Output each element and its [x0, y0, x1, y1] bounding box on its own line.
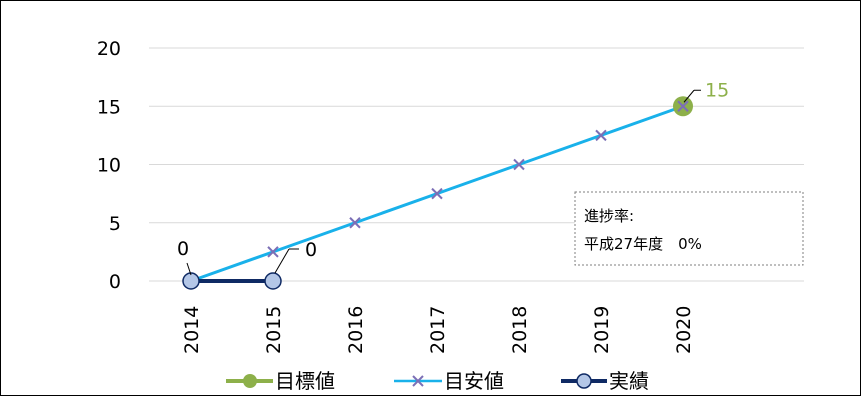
guide-point-2017-stroke-b	[431, 187, 443, 200]
guide-point-2016-stroke-b	[349, 217, 361, 229]
target-data-label: 15	[705, 79, 729, 101]
x-tick-label-2019: 2019	[591, 306, 613, 354]
guide-point-overlay-2020-stroke-b	[677, 100, 689, 112]
legend-marker-target	[243, 374, 257, 388]
guide-point-2017	[431, 187, 443, 200]
y-tick-label-15: 15	[97, 96, 121, 118]
x-tick-label-2014: 2014	[181, 306, 203, 354]
guide-point-2019	[595, 129, 607, 142]
progress-note-line1: 進捗率:	[584, 207, 634, 225]
x-tick-label-2017: 2017	[427, 306, 449, 354]
guide-point-overlay-2020	[677, 100, 689, 112]
actual-point-2015	[264, 272, 282, 290]
progress-note-line2: 平成27年度 0%	[584, 235, 702, 253]
y-tick-label-10: 10	[97, 155, 121, 177]
progress-note: 進捗率: 平成27年度 0%	[574, 191, 804, 266]
guide-point-2015-stroke-b	[267, 246, 279, 258]
legend: 目標値 目安値 実績	[226, 369, 649, 393]
y-tick-label-5: 5	[109, 213, 121, 235]
guide-point-2015	[267, 246, 279, 258]
actual-data-label-2014: 0	[177, 238, 189, 260]
actual-leader-line-2015	[274, 248, 290, 274]
actual-leader-line-2014	[186, 262, 192, 276]
x-tick-label-2018: 2018	[509, 306, 531, 354]
guide-point-2018	[513, 158, 525, 171]
guide-point-2019-stroke-b	[595, 129, 607, 142]
legend-marker-actual	[576, 373, 592, 389]
legend-label-guide: 目安値	[444, 369, 504, 393]
legend-label-target: 目標値	[275, 369, 335, 393]
target-leader-line	[683, 89, 695, 103]
guide-point-2016	[349, 217, 361, 229]
x-axis-ticks: 2014 2015 2016 2017 2018 2019 2020	[181, 306, 695, 354]
legend-marker-guide-stroke-b	[412, 375, 424, 387]
y-tick-label-20: 20	[97, 38, 121, 60]
x-tick-label-2015: 2015	[263, 306, 285, 354]
y-axis-ticks: 0 5 10 15 20	[97, 38, 121, 293]
data-labels: 150 0	[177, 79, 729, 276]
legend-marker-guide	[412, 375, 424, 387]
x-tick-label-2016: 2016	[345, 306, 367, 354]
progress-note-box	[574, 191, 804, 266]
x-tick-label-2020: 2020	[673, 306, 695, 354]
actual-point-2014	[182, 272, 200, 290]
y-tick-label-0: 0	[109, 271, 121, 293]
legend-label-actual: 実績	[609, 369, 649, 393]
series-layer	[182, 96, 693, 290]
guide-point-2018-stroke-b	[513, 158, 525, 171]
actual-data-label-2015: 0	[305, 239, 317, 261]
